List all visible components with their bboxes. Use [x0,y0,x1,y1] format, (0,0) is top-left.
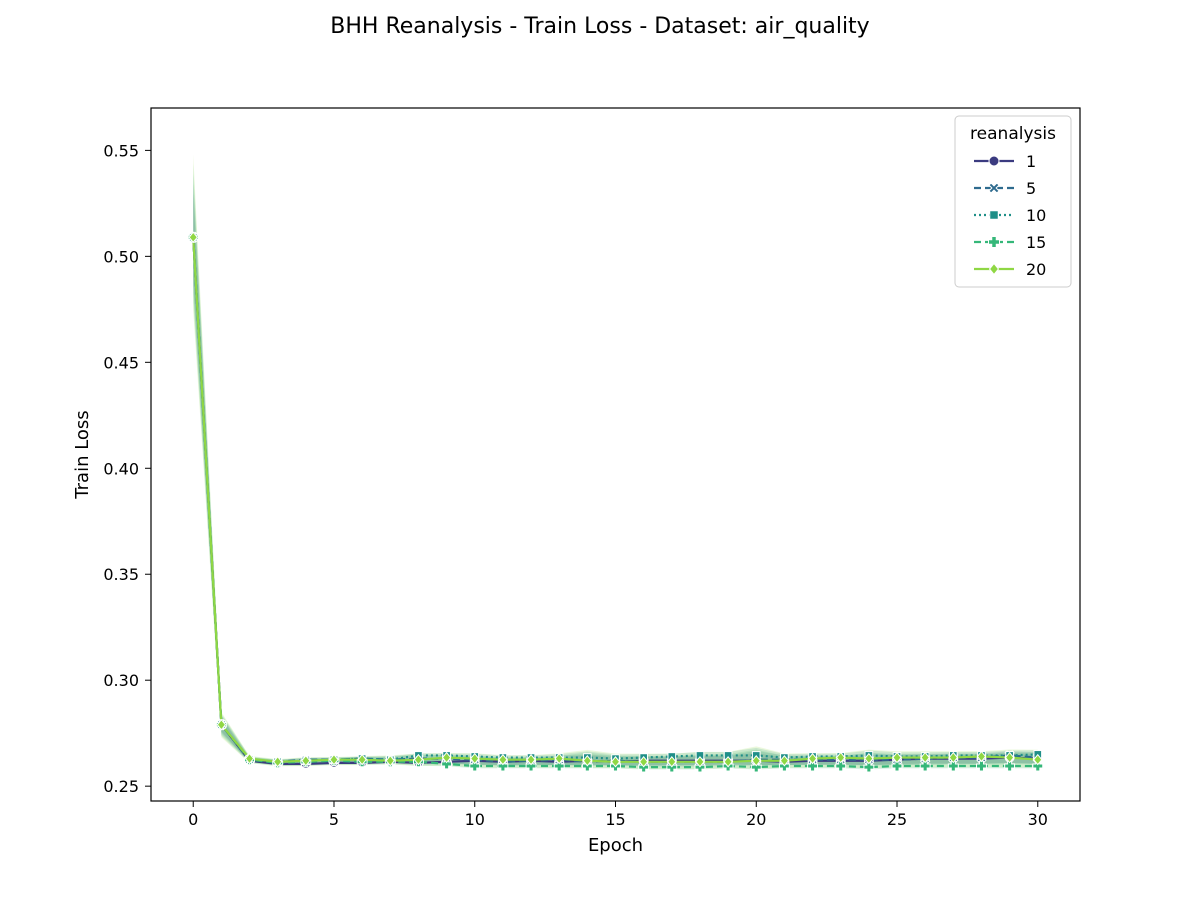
point-series-20 [836,751,846,764]
band-series-20 [193,154,1038,769]
legend-marker-20 [988,262,1000,276]
point-series-20 [244,752,255,765]
y-tick-label: 0.45 [103,353,139,372]
y-tick-label: 0.40 [103,459,139,478]
point-series-20 [976,750,987,763]
point-series-20 [385,754,395,767]
point-series-20 [948,751,959,764]
point-series-15 [947,760,959,772]
line-series-10 [192,237,1038,763]
point-series-20 [892,751,902,764]
point-series-20 [610,756,621,768]
line-series-5 [192,237,1038,763]
point-series-15 [919,760,931,772]
legend-label-1: 1 [1026,152,1036,171]
point-series-15 [469,760,481,772]
legend-marker-1 [988,155,1000,167]
series-markers [187,231,1044,773]
point-series-20 [1033,753,1043,766]
point-series-20 [638,756,649,768]
legend-label-15: 15 [1026,233,1046,252]
band-series-5 [193,183,1038,767]
band-series-1 [193,193,1038,766]
legend-title: reanalysis [970,124,1056,144]
y-tick-label: 0.50 [103,247,139,266]
legend-box [954,115,1072,288]
point-series-15 [497,760,509,772]
point-series-15 [863,761,875,773]
plot-frame [150,107,1081,802]
x-tick-label: 0 [188,810,198,829]
point-series-20 [751,754,761,767]
point-series-20 [441,751,452,764]
point-series-20 [695,756,705,768]
point-series-20 [272,756,283,768]
point-series-20 [723,756,733,768]
y-axis-label: Train Loss [72,410,93,499]
point-series-20 [667,756,677,768]
point-series-15 [891,760,903,772]
line-series-15 [192,237,1038,769]
point-series-20 [188,231,198,244]
point-series-20 [498,753,508,766]
legend-marker-15 [988,236,1000,248]
legend-marker-5 [988,182,1000,194]
point-series-15 [1004,760,1016,772]
x-tick-label: 5 [329,810,339,829]
point-series-20 [301,754,311,767]
point-series-20 [329,753,339,766]
legend-marker-10 [989,210,999,220]
confidence-bands [193,154,1038,770]
legend-label-10: 10 [1026,206,1046,225]
x-tick-label: 15 [605,810,625,829]
y-tick-label: 0.25 [103,777,139,796]
legend-label-20: 20 [1026,260,1046,279]
y-tick-label: 0.30 [103,671,139,690]
x-tick-label: 25 [887,810,907,829]
point-series-20 [526,753,536,766]
point-series-15 [750,761,762,773]
y-tick-label: 0.35 [103,565,139,584]
band-series-15 [193,164,1038,770]
point-series-20 [413,753,424,766]
line-series-20 [192,237,1038,763]
point-series-15 [1032,760,1044,772]
point-series-20 [554,752,564,765]
point-series-20 [864,752,874,765]
x-tick-label: 10 [465,810,485,829]
point-series-20 [779,754,790,767]
x-tick-label: 20 [746,810,766,829]
point-series-15 [441,758,453,770]
line-series-1 [192,237,1038,766]
point-series-20 [1004,751,1015,764]
x-tick-label: 30 [1028,810,1048,829]
point-series-15 [976,760,987,772]
point-series-20 [357,753,367,766]
point-series-20 [920,751,930,764]
x-axis: 0 5 10 15 20 25 30 [188,801,1048,829]
point-series-15 [807,760,819,772]
point-series-20 [216,718,227,731]
series-lines [192,237,1038,769]
point-series-20 [470,752,480,765]
point-series-20 [807,752,818,765]
chart-title: BHH Reanalysis - Train Loss - Dataset: a… [330,14,870,39]
point-series-15 [525,760,537,772]
y-tick-label: 0.55 [103,141,139,160]
point-series-20 [582,754,593,767]
point-series-15 [553,760,565,772]
band-series-10 [193,173,1038,766]
legend-label-5: 5 [1026,179,1036,198]
x-axis-label: Epoch [588,835,643,856]
y-axis: 0.25 0.30 0.35 0.40 0.45 0.50 0.55 [103,141,151,796]
point-series-15 [835,760,847,772]
